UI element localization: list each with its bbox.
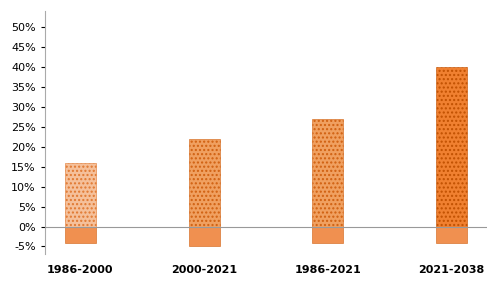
Bar — [65, 163, 96, 227]
Bar — [188, 139, 220, 227]
Bar — [312, 227, 343, 243]
Bar — [312, 119, 343, 227]
Bar — [65, 227, 96, 243]
Bar — [188, 227, 220, 247]
Bar — [436, 227, 467, 243]
Bar — [436, 67, 467, 227]
